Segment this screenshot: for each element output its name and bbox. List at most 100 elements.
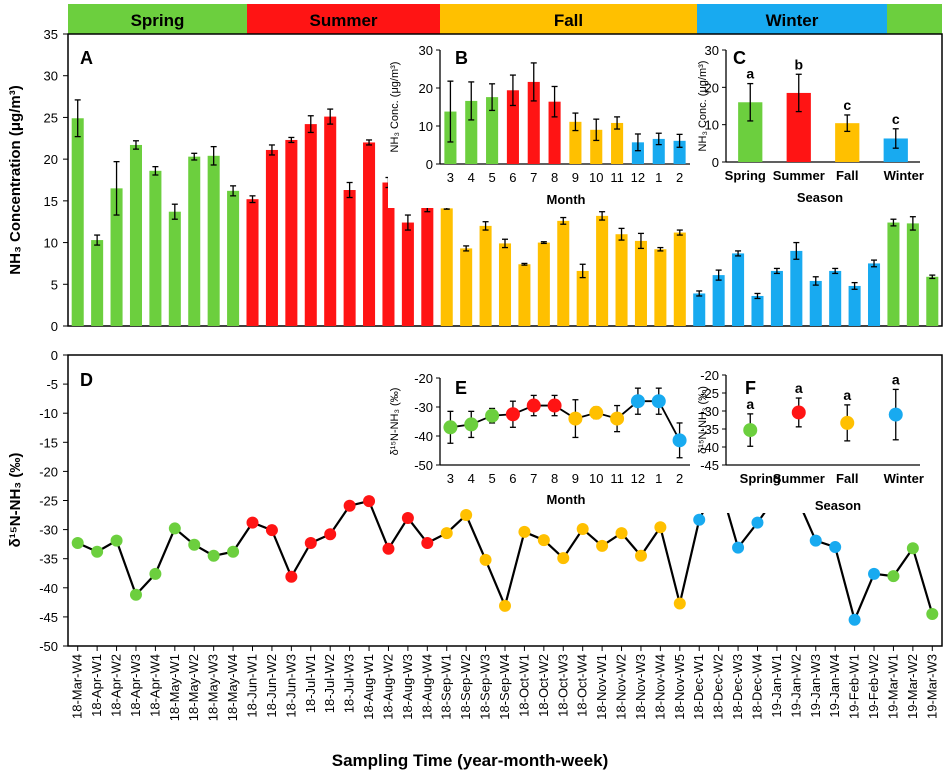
inset-c-y-tick-label: 0 — [712, 155, 719, 170]
inset-b-bar — [569, 121, 582, 164]
panel-d-point — [285, 570, 298, 583]
panel-a-bar — [168, 211, 181, 326]
panel-d-point — [401, 511, 414, 524]
inset-e-monthly-d15n-chart: -50-40-30-203 4 5 6 7 8 9 10 11 12 1 2Monthδ¹⁵N-NH₃… — [388, 368, 690, 508]
inset-c-x-tick-label: Winter — [884, 168, 924, 183]
panel-d-point — [440, 527, 453, 540]
panel-d-point — [596, 539, 609, 552]
panel-a-bar — [207, 155, 220, 326]
panel-d-point — [615, 527, 628, 540]
inset-f-point — [840, 415, 855, 430]
x-tick-label: 18-Jun-W2 — [264, 654, 279, 718]
x-tick-label: 18-Apr-W2 — [109, 654, 124, 717]
inset-e-point — [505, 407, 520, 422]
inset-f-point — [791, 405, 806, 420]
x-tick-label: 18-Oct-W3 — [555, 654, 570, 717]
inset-e-y-tick-label: -40 — [414, 429, 433, 444]
season-band-label: Winter — [766, 11, 819, 30]
panel-a-y-axis-label: NH₃ Concentration (μg/m³) — [7, 85, 24, 274]
inset-b-bar — [673, 140, 686, 164]
inset-e-x-tick-label: 7 — [530, 471, 537, 486]
panel-d-point — [71, 536, 84, 549]
panel-a-bar — [673, 232, 686, 326]
x-tick-label: 18-Jul-W2 — [322, 654, 337, 713]
inset-e-x-tick-label: 11 — [610, 471, 624, 486]
panel-a-bar — [693, 293, 706, 326]
panel-a-bar — [479, 225, 492, 326]
panel-d-point — [207, 549, 220, 562]
inset-b-bar — [652, 138, 665, 164]
inset-e-point — [630, 394, 645, 409]
inset-b-x-tick-label: 5 — [488, 170, 495, 185]
panel-a-bar — [440, 208, 453, 326]
inset-b-x-tick-label: 7 — [530, 170, 537, 185]
inset-b-y-tick-label: 0 — [426, 157, 433, 172]
inset-e-point — [443, 420, 458, 435]
panel-d-point — [168, 522, 181, 535]
x-tick-label: 18-Sep-W3 — [478, 654, 493, 720]
panel-d-point — [188, 538, 201, 551]
x-tick-label: 18-May-W1 — [167, 654, 182, 721]
panel-d-point — [518, 525, 531, 538]
x-tick-label: 18-Nov-W3 — [633, 654, 648, 720]
panel-d-y-tick-label: -10 — [39, 406, 58, 421]
x-tick-label: 18-Aug-W4 — [419, 654, 434, 720]
panel-a-bar — [868, 263, 881, 326]
panel-d-point — [382, 542, 395, 555]
panel-d-point — [829, 541, 842, 554]
season-band-spring — [68, 4, 247, 34]
inset-f-point — [743, 423, 758, 438]
inset-c-significance-letter: a — [746, 66, 754, 82]
panel-d-y-tick-label: -15 — [39, 435, 58, 450]
inset-f-x-tick-label: Fall — [836, 471, 858, 486]
inset-b-bar — [611, 122, 624, 164]
x-tick-label: 18-May-W3 — [206, 654, 221, 721]
panel-d-y-tick-label: -5 — [46, 377, 58, 392]
inset-c-seasonal-bar-chart: 0 10 20 30 Spring Summer Fall Winter a b c c Season N… — [694, 38, 940, 208]
panel-a-bar — [343, 190, 356, 326]
inset-f-significance-letter: a — [843, 387, 851, 403]
inset-e-x-tick-label: 9 — [572, 471, 579, 486]
season-band-spring-end — [887, 4, 942, 34]
panel-a-bar — [906, 223, 919, 326]
panel-a-y-tick-label: 20 — [44, 152, 58, 167]
x-tick-label: 18-Nov-W5 — [672, 654, 687, 720]
panel-d-point — [673, 597, 686, 610]
panel-a-bar — [324, 116, 337, 326]
panel-a-y-tick-label: 15 — [44, 194, 58, 209]
panel-d-y-tick-label: -20 — [39, 464, 58, 479]
x-tick-label: 18-Sep-W4 — [497, 654, 512, 720]
inset-e-x-axis-label: Month — [547, 492, 586, 507]
panel-d-point — [460, 509, 473, 522]
inset-b-x-tick-label: 4 — [468, 170, 475, 185]
inset-c-x-tick-label: Spring — [725, 168, 766, 183]
inset-e-y-tick-label: -30 — [414, 400, 433, 415]
inset-b-x-tick-label: 8 — [551, 170, 558, 185]
panel-d-point — [363, 495, 376, 508]
panel-d-point — [246, 516, 259, 529]
panel-a-bar — [227, 190, 240, 326]
inset-b-bar — [631, 142, 644, 164]
inset-e-point — [568, 411, 583, 426]
panel-d-point — [654, 521, 667, 534]
panel-d-point — [479, 553, 492, 566]
panel-a-bar — [596, 215, 609, 326]
panel-d-y-tick-label: -30 — [39, 523, 58, 538]
inset-f-y-tick-label: -40 — [700, 440, 719, 455]
inset-b-letter: B — [455, 48, 468, 68]
inset-b-bar — [548, 101, 561, 164]
inset-e-background — [388, 368, 688, 508]
panel-d-point — [634, 549, 647, 562]
panel-d-point — [576, 523, 589, 536]
panel-d-point — [499, 599, 511, 612]
inset-f-y-axis-label: δ¹⁵N-NH₃ (‰) — [697, 386, 709, 454]
panel-a-y-tick-label: 25 — [44, 110, 58, 125]
panel-a-bar — [149, 170, 162, 326]
panel-a-bar — [926, 276, 939, 326]
panel-a-bar — [770, 270, 783, 326]
inset-b-x-axis-label: Month — [547, 192, 586, 207]
panel-a-bar — [809, 280, 822, 326]
inset-e-point — [526, 398, 541, 413]
inset-f-y-tick-label: -25 — [700, 386, 719, 401]
